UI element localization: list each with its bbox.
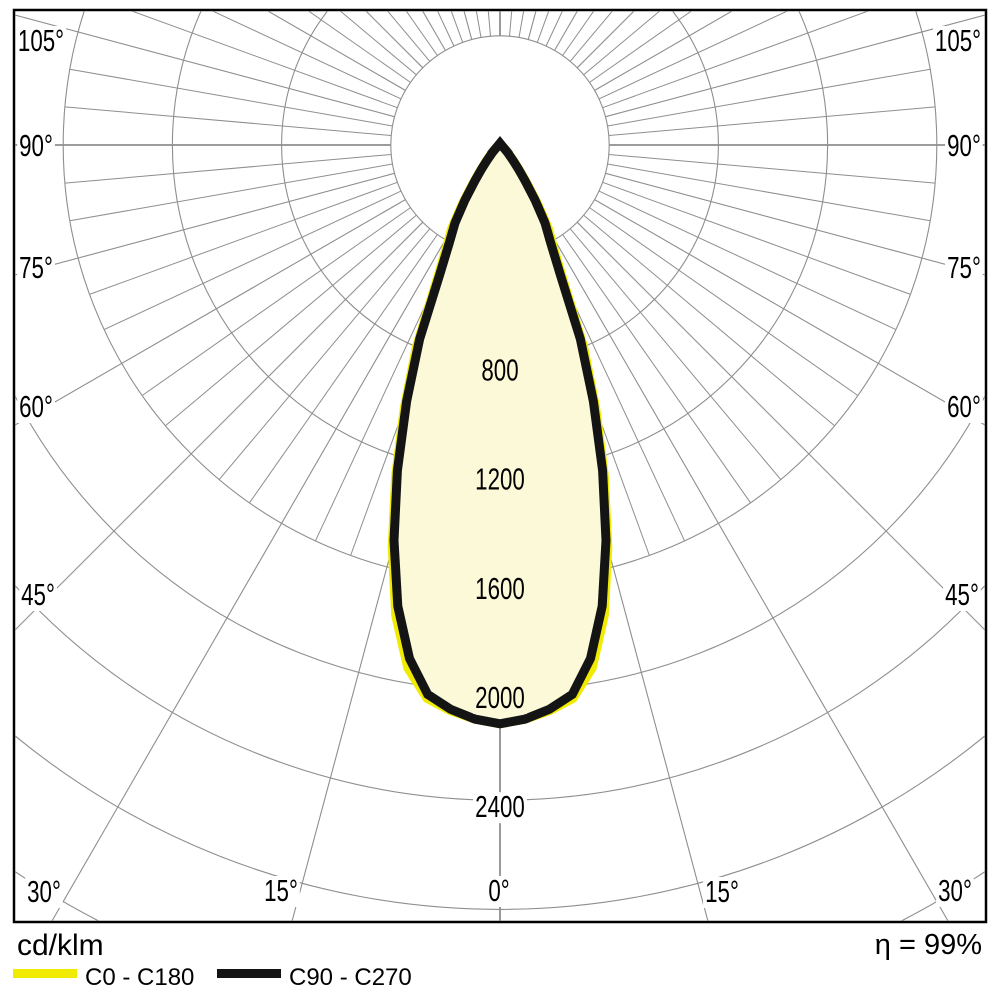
ring-label-2000: 2000 xyxy=(475,680,525,714)
angle-label-12: 75° xyxy=(947,250,981,284)
angle-label-10: 45° xyxy=(945,577,979,611)
grid-spoke xyxy=(576,221,985,631)
grid-spoke xyxy=(15,172,395,276)
grid-spoke xyxy=(64,106,392,136)
grid-spoke xyxy=(141,207,411,396)
grid-spoke xyxy=(583,214,835,427)
grid-spoke xyxy=(475,11,482,38)
grid-spoke xyxy=(598,190,897,331)
grid-spoke xyxy=(165,214,417,427)
legend-swatch-c90-c270 xyxy=(217,969,281,978)
grid-spoke xyxy=(569,228,782,480)
grid-spoke xyxy=(405,11,438,56)
grid-spoke xyxy=(608,106,936,136)
grid-spoke xyxy=(437,11,455,47)
grid-spoke xyxy=(249,234,438,504)
grid-spoke xyxy=(605,14,985,118)
ring-label-1600: 1600 xyxy=(475,571,525,605)
grid-spoke xyxy=(562,234,751,504)
grid-spoke xyxy=(554,239,949,921)
ring-label-2400: 2400 xyxy=(475,790,525,824)
grid-spoke xyxy=(569,11,613,62)
unit-label: cd/klm xyxy=(17,929,104,962)
grid-spoke xyxy=(387,11,431,62)
angle-label-0: 105° xyxy=(18,23,64,57)
grid-spoke xyxy=(340,11,417,76)
grid-spoke xyxy=(608,154,936,184)
angle-label-4: 45° xyxy=(21,577,55,611)
grid-spoke xyxy=(607,163,931,222)
angle-label-3: 60° xyxy=(19,389,53,423)
grid-spoke xyxy=(589,11,692,83)
angle-label-8: 15° xyxy=(705,874,739,908)
grid-spoke xyxy=(598,11,788,100)
angle-label-11: 60° xyxy=(947,389,981,423)
beam-direction-arrow-icon xyxy=(487,136,513,152)
angle-label-9: 30° xyxy=(938,873,972,907)
grid-spoke xyxy=(518,11,525,38)
legend-label-c0-c180: C0 - C180 xyxy=(85,964,195,991)
grid-spoke xyxy=(103,190,402,331)
grid-spoke xyxy=(69,68,393,127)
grid-spoke xyxy=(605,172,985,276)
legend-swatch-c0-c180 xyxy=(13,969,77,978)
angle-label-7: 0° xyxy=(488,873,509,907)
angle-label-1: 90° xyxy=(19,128,53,162)
grid-spoke xyxy=(308,11,411,83)
ring-label-800: 800 xyxy=(481,353,518,387)
grid-spoke xyxy=(536,11,550,43)
legend-label-c90-c270: C90 - C270 xyxy=(289,964,412,991)
curve-c90-c270 xyxy=(389,140,611,729)
grid-spoke xyxy=(594,199,985,426)
grid-spoke xyxy=(602,11,869,109)
grid-spoke xyxy=(15,221,424,631)
angle-label-13: 90° xyxy=(947,128,981,162)
efficiency-label: η = 99% xyxy=(874,929,982,961)
grid-spoke xyxy=(64,154,392,184)
angle-label-2: 75° xyxy=(19,250,53,284)
grid-spoke xyxy=(69,163,393,222)
grid-spoke xyxy=(212,11,402,100)
grid-spoke xyxy=(607,68,931,127)
plot-border xyxy=(12,8,988,924)
grid-spoke xyxy=(15,14,395,118)
ring-label-1200: 1200 xyxy=(475,462,525,496)
grid-spoke xyxy=(15,199,406,426)
grid-spoke xyxy=(218,228,431,480)
grid-spoke xyxy=(89,181,398,295)
grid-spoke xyxy=(602,181,911,295)
angle-label-6: 15° xyxy=(264,873,298,907)
grid-spoke xyxy=(583,11,660,76)
grid-spoke xyxy=(131,11,398,109)
grid-spoke xyxy=(51,239,446,921)
grid-spoke xyxy=(450,11,464,43)
angle-label-5: 30° xyxy=(27,874,61,908)
grid-spoke xyxy=(562,11,595,56)
grid-spoke xyxy=(589,207,859,396)
grid-spoke xyxy=(545,11,563,47)
angle-label-14: 105° xyxy=(935,23,981,57)
